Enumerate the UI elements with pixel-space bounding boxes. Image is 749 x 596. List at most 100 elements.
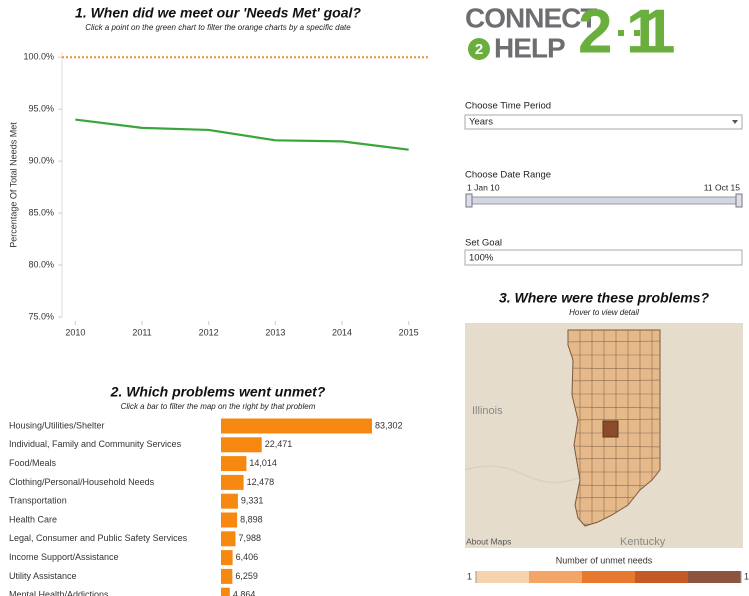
bar[interactable]	[221, 512, 238, 528]
data-point[interactable]	[70, 115, 80, 125]
value-label: 4,864	[233, 590, 256, 596]
legend-bin	[688, 571, 741, 583]
data-point[interactable]	[404, 145, 414, 155]
x-tick-label: 2013	[265, 327, 285, 337]
dropdown-arrow[interactable]	[732, 120, 738, 124]
bar[interactable]	[221, 587, 230, 596]
value-label: 8,898	[240, 514, 263, 524]
bar[interactable]	[221, 568, 233, 584]
category-label: Utility Assistance	[9, 571, 77, 581]
legend-bin	[582, 571, 635, 583]
value-label: 6,406	[236, 552, 259, 562]
slider-handle[interactable]	[735, 193, 743, 208]
control-label: Choose Date Range	[465, 170, 551, 181]
x-tick-label: 2014	[332, 327, 352, 337]
logo-text: 2	[475, 41, 483, 58]
data-point[interactable]	[337, 136, 347, 146]
value-label: 12,478	[247, 477, 275, 487]
category-label: Individual, Family and Community Service…	[9, 439, 182, 449]
category-label: Clothing/Personal/Household Needs	[9, 477, 155, 487]
map-road	[464, 465, 586, 483]
dropdown-box[interactable]	[464, 114, 743, 130]
control-label: Set Goal	[465, 238, 502, 249]
county-line	[568, 379, 660, 382]
category-label: Transportation	[9, 496, 67, 506]
map: Illinois Kentucky About Maps	[464, 323, 743, 548]
chart-subtitle: Click a point on the green chart to filt…	[85, 23, 351, 32]
logo-text: CONNECT	[465, 2, 597, 33]
legend-bin	[635, 571, 688, 583]
series-line	[75, 118, 409, 151]
slider-track[interactable]	[468, 196, 741, 205]
logo-number: 2	[578, 0, 612, 66]
value-label: 7,988	[238, 533, 261, 543]
data-point[interactable]	[137, 123, 147, 133]
y-tick-label: 75.0%	[28, 311, 54, 321]
range-end: 11 Oct 15	[704, 182, 740, 192]
y-tick-label: 80.0%	[28, 259, 54, 269]
y-tick-label: 90.0%	[28, 155, 54, 165]
map-place: Kentucky	[620, 536, 666, 548]
logo-number: 1	[626, 0, 660, 66]
chart-subtitle: Click a bar to filter the map on the rig…	[121, 402, 316, 411]
bar[interactable]	[221, 550, 233, 566]
category-label: Legal, Consumer and Public Safety Servic…	[9, 533, 188, 543]
slider-handle[interactable]	[465, 193, 473, 208]
data-point[interactable]	[204, 125, 214, 135]
map-credit[interactable]: About Maps	[466, 536, 511, 546]
value-label: 9,331	[241, 496, 264, 506]
value-label: 6,259	[235, 571, 258, 581]
bar[interactable]	[221, 437, 262, 453]
legend-title: Number of unmet needs	[556, 555, 653, 565]
x-tick-label: 2015	[399, 327, 419, 337]
bar[interactable]	[221, 493, 238, 509]
bar[interactable]	[221, 474, 244, 490]
logo-dot	[634, 30, 640, 36]
y-axis-label: Percentage Of Total Needs Met	[8, 122, 18, 248]
control-label: Choose Time Period	[465, 101, 551, 112]
value-label: 22,471	[265, 439, 293, 449]
legend-label: 126,558	[744, 571, 749, 581]
range-start: 1 Jan 10	[467, 182, 500, 192]
county-line	[568, 418, 660, 421]
category-label: Health Care	[9, 514, 57, 524]
bar[interactable]	[221, 531, 236, 547]
category-label: Housing/Utilities/Shelter	[9, 420, 105, 430]
logo: CONNECT 2 HELP 2 1 1	[465, 0, 675, 66]
x-tick-label: 2011	[132, 327, 151, 337]
legend-bin	[529, 571, 582, 583]
x-tick-label: 2012	[199, 327, 219, 337]
goal-input[interactable]	[464, 249, 743, 266]
y-tick-label: 85.0%	[28, 207, 54, 217]
legend-label: 1	[467, 571, 472, 581]
county-line	[568, 445, 660, 448]
dropdown-value[interactable]: Years	[469, 117, 493, 128]
county-lines	[568, 330, 660, 526]
dropdown[interactable]: Years	[464, 114, 743, 130]
chart-title: 3. Where were these problems?	[499, 290, 710, 306]
chart-subtitle: Hover to view detail	[569, 308, 639, 317]
chart-title: 1. When did we meet our 'Needs Met' goal…	[75, 5, 361, 21]
county-line	[568, 367, 660, 370]
chart-title: 2. Which problems went unmet?	[110, 384, 326, 400]
category-label: Income Support/Assistance	[9, 552, 119, 562]
county-highlight[interactable]	[602, 420, 619, 438]
logo-text: HELP	[494, 32, 565, 63]
goal-value[interactable]: 100%	[469, 253, 494, 264]
county-line	[568, 457, 660, 460]
y-tick-label: 100.0%	[23, 52, 54, 62]
logo-badge	[468, 38, 490, 60]
category-label: Food/Meals	[9, 458, 57, 468]
logo-number: 1	[641, 0, 675, 66]
logo-dot	[618, 30, 624, 36]
data-point[interactable]	[270, 135, 280, 145]
bar[interactable]	[221, 418, 372, 434]
map-place: Illinois	[472, 405, 503, 417]
value-label: 14,014	[249, 458, 277, 468]
county-line	[568, 406, 660, 409]
bar[interactable]	[221, 456, 247, 472]
county-line	[568, 340, 660, 343]
y-tick-label: 95.0%	[28, 104, 54, 114]
range-slider[interactable]	[465, 193, 743, 208]
